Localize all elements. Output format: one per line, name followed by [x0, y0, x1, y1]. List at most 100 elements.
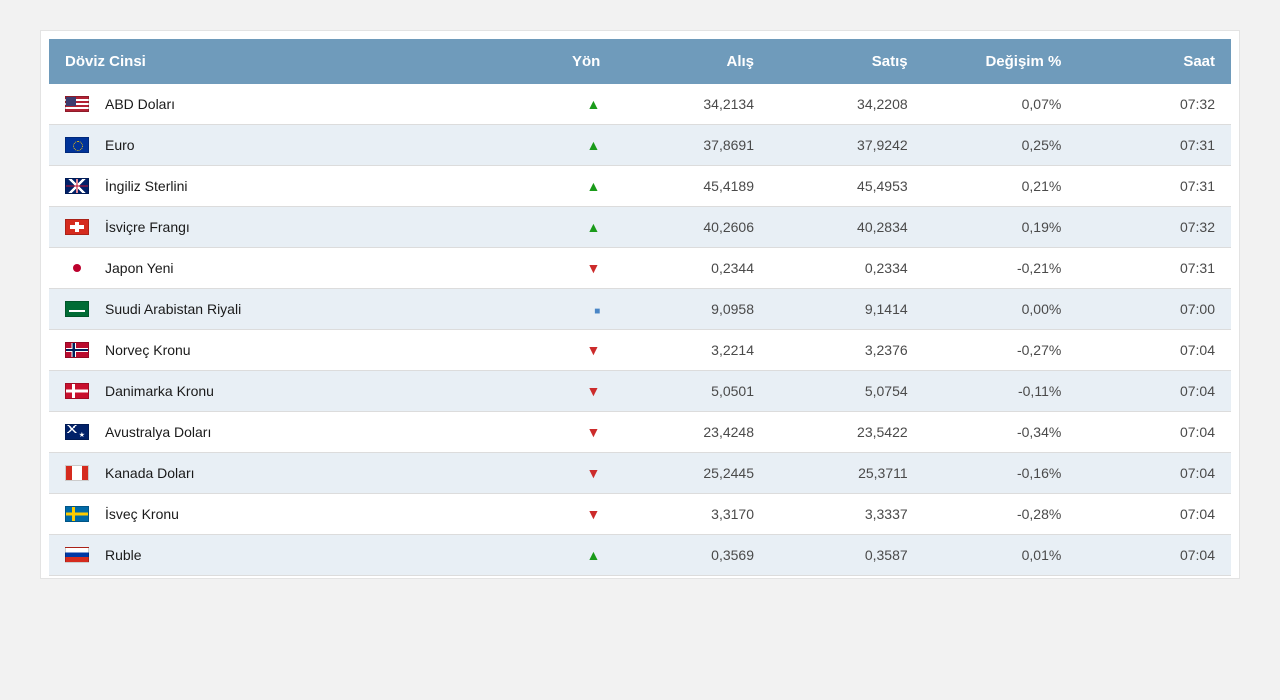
flag-icon — [65, 260, 89, 276]
cell-time: 07:32 — [1077, 84, 1231, 125]
table-row[interactable]: İsveç Kronu▼3,31703,3337-0,28%07:04 — [49, 494, 1231, 535]
table-row[interactable]: ABD Doları▲34,213434,22080,07%07:32 — [49, 84, 1231, 125]
cell-buy: 0,3569 — [616, 535, 770, 576]
cell-buy: 45,4189 — [616, 166, 770, 207]
table-row[interactable]: İngiliz Sterlini ▲45,418945,49530,21%07:3… — [49, 166, 1231, 207]
col-header-name[interactable]: Döviz Cinsi — [49, 39, 522, 84]
cell-time: 07:04 — [1077, 494, 1231, 535]
cell-direction: ▲ — [522, 207, 617, 248]
cell-currency-name[interactable]: ABD Doları — [49, 84, 522, 125]
cell-sell: 3,3337 — [770, 494, 924, 535]
cell-sell: 0,3587 — [770, 535, 924, 576]
cell-change: 0,21% — [924, 166, 1078, 207]
currency-name-label: Danimarka Kronu — [105, 383, 214, 399]
cell-sell: 23,5422 — [770, 412, 924, 453]
col-header-dir[interactable]: Yön — [522, 39, 617, 84]
currency-panel: Döviz Cinsi Yön Alış Satış Değişim % Saa… — [40, 30, 1240, 579]
currency-name-label: Japon Yeni — [105, 260, 174, 276]
flag-icon — [65, 96, 89, 112]
cell-change: 0,00% — [924, 289, 1078, 330]
currency-name-label: İngiliz Sterlini — [105, 178, 187, 194]
cell-sell: 34,2208 — [770, 84, 924, 125]
cell-sell: 40,2834 — [770, 207, 924, 248]
cell-time: 07:04 — [1077, 412, 1231, 453]
cell-time: 07:00 — [1077, 289, 1231, 330]
cell-currency-name[interactable]: Avustralya Doları — [49, 412, 522, 453]
cell-currency-name[interactable]: İsviçre Frangı — [49, 207, 522, 248]
flag-icon — [65, 219, 89, 235]
cell-currency-name[interactable]: Kanada Doları — [49, 453, 522, 494]
cell-buy: 37,8691 — [616, 125, 770, 166]
cell-currency-name[interactable]: Japon Yeni — [49, 248, 522, 289]
arrow-down-icon: ▼ — [586, 466, 600, 480]
cell-currency-name[interactable]: Ruble — [49, 535, 522, 576]
flag-icon — [65, 465, 89, 481]
arrow-down-icon: ▼ — [586, 261, 600, 275]
flag-icon — [65, 547, 89, 563]
cell-change: 0,25% — [924, 125, 1078, 166]
cell-buy: 34,2134 — [616, 84, 770, 125]
cell-buy: 23,4248 — [616, 412, 770, 453]
cell-change: -0,34% — [924, 412, 1078, 453]
cell-direction: ▲ — [522, 166, 617, 207]
table-row[interactable]: Japon Yeni▼0,23440,2334-0,21%07:31 — [49, 248, 1231, 289]
col-header-sell[interactable]: Satış — [770, 39, 924, 84]
cell-currency-name[interactable]: Danimarka Kronu — [49, 371, 522, 412]
table-row[interactable]: Danimarka Kronu▼5,05015,0754-0,11%07:04 — [49, 371, 1231, 412]
currency-name-label: İsviçre Frangı — [105, 219, 190, 235]
flag-icon — [65, 178, 89, 194]
cell-direction: ▼ — [522, 330, 617, 371]
currency-table: Döviz Cinsi Yön Alış Satış Değişim % Saa… — [49, 39, 1231, 576]
cell-direction: ▲ — [522, 125, 617, 166]
cell-sell: 5,0754 — [770, 371, 924, 412]
cell-currency-name[interactable]: Norveç Kronu — [49, 330, 522, 371]
flag-icon — [65, 383, 89, 399]
col-header-time[interactable]: Saat — [1077, 39, 1231, 84]
cell-currency-name[interactable]: Euro — [49, 125, 522, 166]
table-row[interactable]: Kanada Doları ▼ 25,244525,3711-0,16%07:04 — [49, 453, 1231, 494]
cell-buy: 5,0501 — [616, 371, 770, 412]
cell-currency-name[interactable]: İsveç Kronu — [49, 494, 522, 535]
cell-change: -0,27% — [924, 330, 1078, 371]
cell-direction: ▼ — [522, 453, 617, 494]
arrow-down-icon: ▼ — [586, 384, 600, 398]
cell-time: 07:04 — [1077, 453, 1231, 494]
cell-change: 0,19% — [924, 207, 1078, 248]
currency-name-label: Norveç Kronu — [105, 342, 191, 358]
cell-direction: ▼ — [522, 248, 617, 289]
cell-currency-name[interactable]: İngiliz Sterlini — [49, 166, 522, 207]
cell-buy: 40,2606 — [616, 207, 770, 248]
cell-direction: ▲ — [522, 535, 617, 576]
cell-time: 07:32 — [1077, 207, 1231, 248]
flag-icon — [65, 506, 89, 522]
table-row[interactable]: Norveç Kronu▼3,22143,2376-0,27%07:04 — [49, 330, 1231, 371]
col-header-change[interactable]: Değişim % — [924, 39, 1078, 84]
table-row[interactable]: Avustralya Doları ▼ 23,424823,5422-0,34%07… — [49, 412, 1231, 453]
cell-time: 07:31 — [1077, 125, 1231, 166]
table-row[interactable]: İsviçre Frangı ▲ 40,260640,28340,19%07:32 — [49, 207, 1231, 248]
currency-name-label: Suudi Arabistan Riyali — [105, 301, 241, 317]
cell-sell: 0,2334 — [770, 248, 924, 289]
cell-change: -0,16% — [924, 453, 1078, 494]
cell-time: 07:31 — [1077, 166, 1231, 207]
cell-buy: 25,2445 — [616, 453, 770, 494]
cell-time: 07:04 — [1077, 535, 1231, 576]
col-header-buy[interactable]: Alış — [616, 39, 770, 84]
cell-time: 07:04 — [1077, 371, 1231, 412]
cell-change: -0,21% — [924, 248, 1078, 289]
cell-direction: ■ — [522, 289, 617, 330]
cell-sell: 37,9242 — [770, 125, 924, 166]
currency-name-label: ABD Doları — [105, 96, 175, 112]
square-flat-icon: ■ — [594, 307, 600, 317]
arrow-down-icon: ▼ — [586, 425, 600, 439]
arrow-up-icon: ▲ — [586, 220, 600, 234]
table-row[interactable]: Suudi Arabistan Riyali■9,09589,14140,00%… — [49, 289, 1231, 330]
cell-buy: 3,2214 — [616, 330, 770, 371]
cell-sell: 25,3711 — [770, 453, 924, 494]
cell-direction: ▲ — [522, 84, 617, 125]
table-row[interactable]: Euro▲37,869137,92420,25%07:31 — [49, 125, 1231, 166]
cell-currency-name[interactable]: Suudi Arabistan Riyali — [49, 289, 522, 330]
table-row[interactable]: Ruble▲0,35690,35870,01%07:04 — [49, 535, 1231, 576]
cell-sell: 3,2376 — [770, 330, 924, 371]
cell-sell: 45,4953 — [770, 166, 924, 207]
